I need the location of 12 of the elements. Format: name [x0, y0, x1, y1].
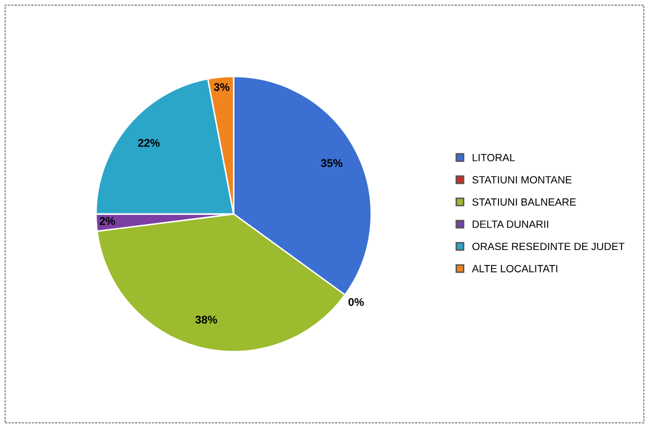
legend-label: ALTE LOCALITATI — [472, 264, 558, 272]
legend-label: DELTA DUNARII — [472, 220, 548, 228]
data-label: 2% — [100, 217, 116, 225]
legend-label: ORASE RESEDINTE DE JUDET — [472, 242, 624, 250]
data-label: 22% — [138, 138, 160, 147]
data-label: 35% — [320, 159, 343, 168]
legend-label: LITORAL — [472, 154, 515, 162]
data-label: 3% — [214, 83, 230, 91]
legend-label: STATIUNI MONTANE — [472, 176, 572, 184]
data-label: 38% — [195, 316, 218, 324]
text: 0% — [348, 298, 364, 306]
legend-label: STATIUNI BALNEARE — [472, 198, 576, 206]
